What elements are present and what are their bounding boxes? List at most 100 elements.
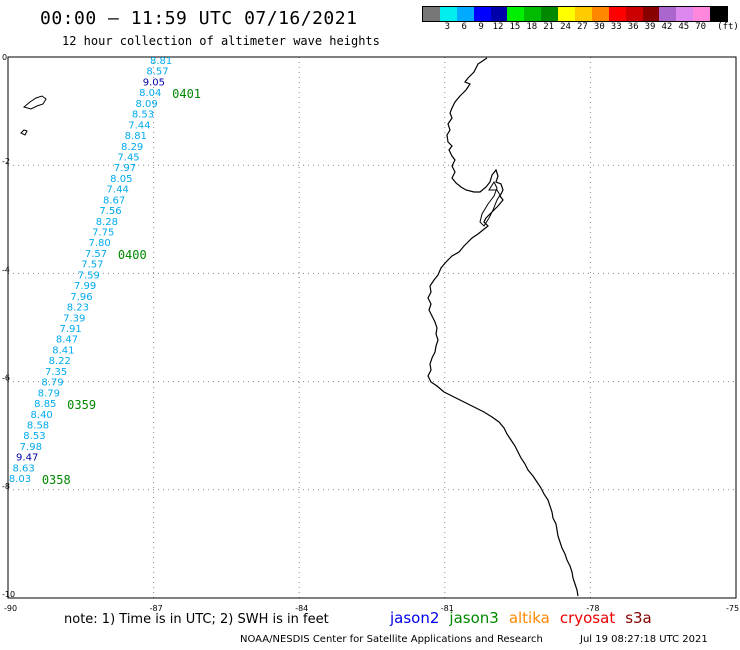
island-outline <box>22 95 47 110</box>
lat-tick-label: -6 <box>2 374 10 383</box>
wave-height-reading: 8.81 <box>150 56 172 67</box>
wave-height-reading: 9.47 <box>16 453 38 464</box>
legend-swatch <box>439 7 457 21</box>
wave-height-reading: 8.67 <box>103 195 125 206</box>
page-subtitle: 12 hour collection of altimeter wave hei… <box>62 34 380 48</box>
page-title: 00:00 — 11:59 UTC 07/16/2021 <box>40 8 358 29</box>
wave-height-reading: 7.57 <box>85 249 107 260</box>
wave-height-reading: 8.79 <box>41 378 63 389</box>
wave-height-reading: 8.53 <box>132 110 154 121</box>
wave-height-reading: 8.63 <box>12 463 34 474</box>
generated-timestamp: Jul 19 08:27:18 UTC 2021 <box>580 634 708 645</box>
wave-height-reading: 7.44 <box>128 120 150 131</box>
legend-swatch <box>456 7 474 21</box>
wave-height-reading: 8.40 <box>31 410 53 421</box>
wave-height-reading: 7.98 <box>20 442 42 453</box>
wave-height-reading: 8.09 <box>136 99 158 110</box>
wave-height-reading: 8.79 <box>38 388 60 399</box>
lat-tick-label: -4 <box>2 265 10 274</box>
lat-tick-label: -10 <box>2 590 15 599</box>
legend-label: 3 <box>444 22 451 32</box>
legend-swatch <box>676 7 694 21</box>
legend-swatch <box>524 7 542 21</box>
lat-tick-label: -8 <box>2 482 10 491</box>
wave-height-reading: 7.99 <box>74 281 96 292</box>
legend-swatch <box>710 7 728 21</box>
wave-height-reading: 9.05 <box>143 77 165 88</box>
wave-height-reading: 8.04 <box>139 88 161 99</box>
lat-tick-label: 0 <box>2 53 7 62</box>
legend-label: 27 <box>577 22 588 32</box>
legend-label: 30 <box>593 22 605 32</box>
wave-height-reading: 8.81 <box>125 131 147 142</box>
legend-swatch <box>507 7 525 21</box>
legend-swatch <box>473 7 491 21</box>
legend-label: 70 <box>695 22 707 32</box>
legend-unit: (ft) <box>717 22 739 32</box>
legend-label: 42 <box>661 22 673 32</box>
legend-label: 33 <box>610 22 622 32</box>
satellite-label: jason3 <box>449 609 499 627</box>
wave-height-reading: 7.80 <box>88 238 110 249</box>
lon-tick-label: -90 <box>4 604 17 613</box>
wave-height-reading: 8.29 <box>121 142 143 153</box>
legend-label: 15 <box>509 22 521 32</box>
wave-height-reading: 7.44 <box>107 185 129 196</box>
satellite-label: cryosat <box>559 609 616 627</box>
wave-height-reading: 8.28 <box>96 217 118 228</box>
wave-height-reading: 8.85 <box>34 399 56 410</box>
legend-swatch <box>659 7 677 21</box>
legend-swatch <box>575 7 592 21</box>
footer-note: note: 1) Time is in UTC; 2) SWH is in fe… <box>64 612 329 627</box>
lon-tick-label: -78 <box>586 604 599 613</box>
legend-swatch <box>423 7 440 21</box>
lon-tick-label: -81 <box>441 604 454 613</box>
track-time-label: 0358 <box>42 473 71 487</box>
wave-height-reading: 8.57 <box>146 67 168 78</box>
wave-height-reading: 7.75 <box>92 228 114 239</box>
legend-label: 21 <box>543 22 555 32</box>
wave-height-reading: 8.41 <box>52 345 74 356</box>
legend-swatch <box>558 7 576 21</box>
track-time-label: 0401 <box>172 87 201 101</box>
map-frame <box>7 56 737 599</box>
lon-tick-label: -75 <box>726 604 739 613</box>
lon-tick-label: -84 <box>295 604 308 613</box>
wave-height-reading: 8.22 <box>49 356 71 367</box>
wave-height-reading: 7.35 <box>45 367 67 378</box>
satellite-label: altika <box>508 609 550 627</box>
color-scale-legend <box>422 6 728 22</box>
wave-height-reading: 7.91 <box>60 324 82 335</box>
color-scale-labels: 3 6 9 12 15 18 21 24 27 30 33 36 39 42 45 70 (ft) <box>422 22 739 34</box>
legend-swatch <box>591 7 609 21</box>
legend-label: 9 <box>478 22 484 32</box>
wave-height-reading: 7.45 <box>117 152 139 163</box>
wave-height-reading: 8.58 <box>27 420 49 431</box>
legend-label: 39 <box>644 22 656 32</box>
coastline <box>427 57 579 597</box>
satellite-legend: jason2 jason3 altika cryosat s3a <box>390 609 662 627</box>
wave-height-reading: 7.56 <box>99 206 121 217</box>
satellite-label: jason2 <box>390 609 440 627</box>
track-time-label: 0359 <box>67 398 96 412</box>
legend-swatch <box>541 7 559 21</box>
wave-height-reading: 7.39 <box>63 313 85 324</box>
satellite-label: s3a <box>625 609 652 627</box>
legend-swatch <box>625 7 643 21</box>
legend-label: 24 <box>560 22 571 32</box>
credit-text: NOAA/NESDIS Center for Satellite Applica… <box>240 634 543 645</box>
island-outline <box>20 129 28 136</box>
legend-label: 12 <box>492 22 504 32</box>
wave-height-reading: 8.23 <box>67 303 89 314</box>
legend-swatch <box>608 7 626 21</box>
legend-swatch <box>490 7 508 21</box>
wave-height-reading: 8.53 <box>23 431 45 442</box>
gulf-outline <box>479 180 501 227</box>
legend-label: 18 <box>526 22 538 32</box>
wave-height-reading: 8.05 <box>110 174 132 185</box>
wave-height-reading: 8.47 <box>56 335 78 346</box>
legend-label: 45 <box>678 22 690 32</box>
legend-swatch <box>642 7 660 21</box>
track-time-label: 0400 <box>118 248 147 262</box>
lon-tick-label: -87 <box>150 604 163 613</box>
